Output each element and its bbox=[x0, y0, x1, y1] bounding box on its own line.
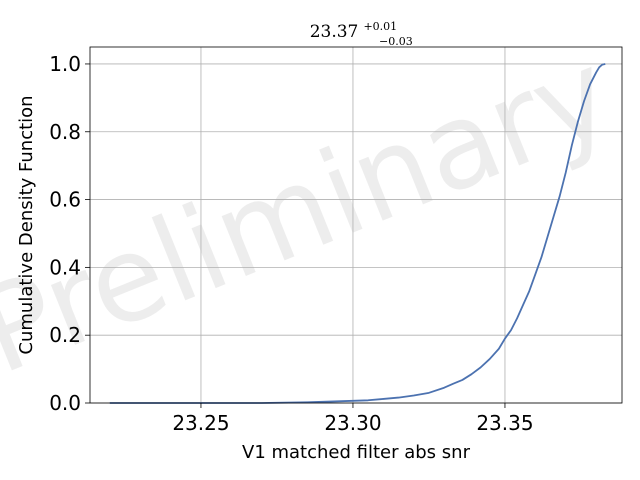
x-tick-label: 23.25 bbox=[172, 411, 229, 435]
y-axis-label: Cumulative Density Function bbox=[16, 95, 37, 354]
y-axis-ticks: 0.0 0.2 0.4 0.6 0.8 1.0 bbox=[49, 52, 90, 415]
y-tick-label: 0.8 bbox=[49, 120, 81, 144]
chart-title: 23.37 +0.01 −0.03 bbox=[310, 15, 413, 48]
y-tick-label: 0.6 bbox=[49, 188, 81, 212]
plot-area-frame bbox=[89, 46, 623, 404]
preliminary-watermark: Preliminary bbox=[0, 23, 629, 401]
y-tick-label: 1.0 bbox=[49, 52, 81, 76]
x-tick-label: 23.35 bbox=[476, 411, 533, 435]
y-tick-label: 0.2 bbox=[49, 323, 81, 347]
x-axis-ticks: 23.25 23.30 23.35 bbox=[172, 403, 534, 435]
x-tick-label: 23.30 bbox=[324, 411, 381, 435]
title-upper-error: +0.01 bbox=[363, 20, 397, 33]
series-layer bbox=[109, 63, 606, 404]
title-main: 23.37 bbox=[310, 22, 359, 42]
title-lower-error: −0.03 bbox=[379, 35, 413, 48]
y-tick-label: 0.4 bbox=[49, 255, 81, 279]
y-tick-label: 0.0 bbox=[49, 391, 81, 415]
cdf-line bbox=[109, 63, 606, 404]
x-axis-label: V1 matched filter abs snr bbox=[242, 442, 471, 463]
